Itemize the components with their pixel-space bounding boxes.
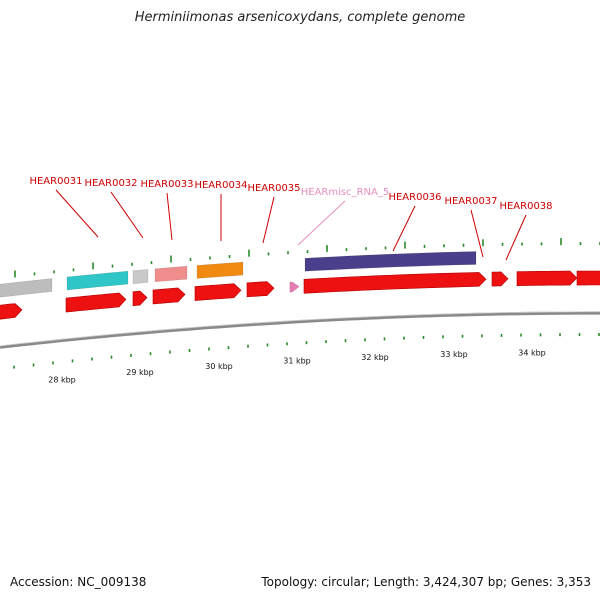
cds-arrow-4[interactable] (152, 287, 186, 305)
gene-leader-rna5 (297, 200, 346, 246)
gene-label-rna5[interactable]: HEARmisc_RNA_5 (301, 187, 390, 198)
cog-block-c2[interactable] (66, 270, 129, 291)
cds-arrow-2[interactable] (65, 292, 127, 313)
cog-block-c5[interactable] (196, 261, 244, 279)
cog-block-c4[interactable] (154, 265, 188, 283)
cds-arrow-9[interactable] (516, 270, 578, 286)
gene-leader-g37 (470, 209, 484, 258)
cds-arrow-7[interactable] (303, 272, 487, 294)
cog-block-c3[interactable] (132, 269, 149, 285)
gene-label-g35[interactable]: HEAR0035 (247, 183, 300, 194)
genome-stats: Topology: circular; Length: 3,424,307 bp… (261, 575, 591, 589)
cds-arrow-10[interactable] (576, 270, 600, 286)
kbp-label-2: 29 kbp (126, 368, 154, 377)
cds-arrow-1[interactable] (0, 303, 23, 321)
cds-arrow-3[interactable] (132, 290, 148, 307)
kbp-label-4: 31 kbp (283, 357, 311, 366)
gene-label-g31[interactable]: HEAR0031 (29, 176, 82, 187)
gene-leader-g38 (505, 214, 527, 261)
gene-leader-g36 (392, 205, 416, 252)
genome-backbone (0, 311, 600, 349)
gene-leader-g33 (166, 192, 173, 241)
gene-leader-g35 (262, 196, 275, 244)
cog-block-c1[interactable] (0, 278, 53, 299)
cog-block-c6[interactable] (304, 251, 477, 272)
cds-arrow-8[interactable] (491, 271, 509, 287)
gene-label-g37[interactable]: HEAR0037 (444, 196, 497, 207)
rna-arrow[interactable] (289, 281, 300, 293)
gene-label-g33[interactable]: HEAR0033 (140, 179, 193, 190)
genome-backbone-highlight (0, 311, 600, 347)
kbp-label-7: 34 kbp (518, 348, 546, 357)
accession-label: Accession: NC_009138 (10, 575, 147, 589)
kbp-label-6: 33 kbp (440, 350, 468, 359)
gene-label-g34[interactable]: HEAR0034 (194, 180, 247, 191)
gene-leader-g31 (55, 189, 99, 238)
gene-label-g38[interactable]: HEAR0038 (499, 201, 552, 212)
kbp-label-1: 28 kbp (48, 376, 76, 385)
gene-label-g36[interactable]: HEAR0036 (388, 192, 441, 203)
kbp-label-3: 30 kbp (205, 362, 233, 371)
gene-leader-g32 (110, 191, 144, 239)
kbp-label-5: 32 kbp (361, 353, 389, 362)
map-title: Herminiimonas arsenicoxydans, complete g… (134, 10, 466, 25)
gene-label-g32[interactable]: HEAR0032 (84, 178, 137, 189)
cds-arrow-6[interactable] (246, 281, 275, 298)
cds-arrow-5[interactable] (194, 283, 242, 301)
